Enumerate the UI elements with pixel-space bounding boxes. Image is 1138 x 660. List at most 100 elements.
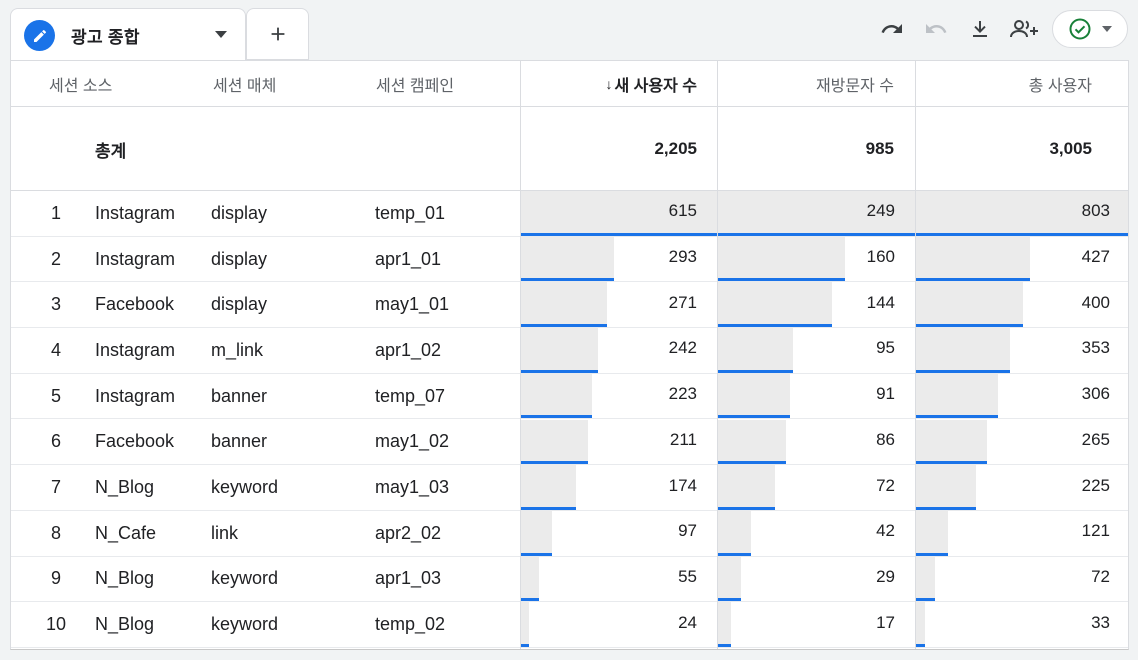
bar-fill bbox=[718, 465, 775, 510]
header-session-medium[interactable]: 세션 매체 bbox=[213, 78, 277, 95]
status-dropdown[interactable] bbox=[1052, 10, 1128, 48]
header-session-campaign[interactable]: 세션 캠페인 bbox=[376, 78, 455, 95]
bar-fill bbox=[718, 236, 845, 282]
totals-label: 총계 bbox=[95, 141, 127, 161]
chevron-down-icon[interactable] bbox=[215, 31, 227, 38]
bar-fill bbox=[916, 465, 976, 510]
row-index: 1 bbox=[50, 202, 61, 223]
report-tab[interactable]: 광고 종합 bbox=[10, 8, 246, 62]
table-row[interactable]: 2 Instagram display apr1_01 293 160 427 bbox=[11, 236, 1128, 283]
cell-total-users: 306 bbox=[916, 373, 1128, 419]
redo-button[interactable] bbox=[914, 9, 958, 49]
edit-pencil-icon[interactable] bbox=[24, 20, 55, 51]
value-text: 144 bbox=[866, 292, 895, 312]
cell-new-users: 211 bbox=[521, 419, 717, 465]
cell-total-users: 353 bbox=[916, 328, 1128, 373]
share-user-icon bbox=[1010, 20, 1038, 38]
cell-returning: 91 bbox=[718, 373, 915, 419]
bar-underline bbox=[916, 643, 925, 647]
row-index: 8 bbox=[50, 522, 61, 543]
download-button[interactable] bbox=[958, 9, 1002, 49]
total-total-users: 3,005 bbox=[1049, 139, 1092, 158]
data-table: 세션 소스 세션 매체 세션 캠페인 ↓ 새 사용자 수 재방문자 수 총 사용… bbox=[10, 60, 1129, 650]
chevron-down-icon bbox=[1102, 26, 1112, 32]
bar-fill bbox=[521, 602, 529, 647]
column-divider bbox=[915, 61, 916, 649]
table-row[interactable]: 10 N_Blog keyword temp_02 24 17 33 bbox=[11, 602, 1128, 648]
total-returning-users: 985 bbox=[865, 139, 894, 158]
table-row[interactable]: 1 Instagram display temp_01 615 249 803 bbox=[11, 191, 1128, 237]
cell-session-source: Instagram bbox=[95, 339, 176, 360]
bar-underline bbox=[916, 506, 976, 510]
cell-returning: 160 bbox=[718, 236, 915, 282]
bar-fill bbox=[521, 556, 539, 602]
cell-session-medium: display bbox=[211, 248, 268, 269]
bar-underline bbox=[521, 415, 593, 419]
bar-underline bbox=[916, 232, 1128, 236]
value-text: 249 bbox=[866, 201, 895, 221]
table-row[interactable]: 7 N_Blog keyword may1_03 174 72 225 bbox=[11, 465, 1128, 511]
bar-fill bbox=[521, 282, 608, 328]
cell-session-source: Facebook bbox=[95, 431, 175, 452]
header-returning-users[interactable]: 재방문자 수 bbox=[815, 78, 894, 95]
undo-button[interactable] bbox=[870, 9, 914, 49]
cell-session-campaign: apr2_02 bbox=[375, 522, 442, 543]
table-row[interactable]: 8 N_Cafe link apr2_02 97 42 121 bbox=[11, 510, 1128, 557]
header-new-users-label: 새 사용자 수 bbox=[614, 78, 698, 95]
value-text: 174 bbox=[668, 475, 697, 495]
table-row[interactable]: 6 Facebook banner may1_02 211 86 265 bbox=[11, 419, 1128, 466]
value-text: 95 bbox=[876, 338, 895, 358]
cell-session-source: Instagram bbox=[95, 202, 176, 223]
bar-fill bbox=[916, 373, 998, 419]
value-text: 72 bbox=[876, 475, 895, 495]
bar-fill bbox=[521, 465, 577, 510]
bar-fill bbox=[718, 556, 741, 602]
share-button[interactable] bbox=[1002, 9, 1046, 49]
toolbar bbox=[870, 8, 1128, 50]
cell-session-medium: m_link bbox=[211, 339, 264, 360]
bar-fill bbox=[916, 191, 1128, 236]
table-row[interactable]: 4 Instagram m_link apr1_02 242 95 353 bbox=[11, 328, 1128, 374]
bar-underline bbox=[916, 324, 1023, 328]
cell-total-users: 400 bbox=[916, 282, 1128, 328]
add-tab-button[interactable] bbox=[246, 8, 309, 60]
cell-returning: 17 bbox=[718, 602, 915, 647]
bar-underline bbox=[718, 324, 832, 328]
header-total-users[interactable]: 총 사용자 bbox=[1028, 78, 1092, 95]
bar-underline bbox=[916, 278, 1030, 282]
header-new-users[interactable]: ↓ 새 사용자 수 bbox=[521, 61, 698, 107]
value-text: 223 bbox=[668, 384, 697, 404]
table-row[interactable]: 3 Facebook display may1_01 271 144 400 bbox=[11, 282, 1128, 329]
cell-session-campaign: may1_01 bbox=[375, 294, 450, 315]
bar-fill bbox=[521, 373, 593, 419]
cell-session-medium: banner bbox=[211, 385, 268, 406]
bar-fill bbox=[718, 419, 787, 465]
bar-underline bbox=[916, 598, 936, 602]
cell-returning: 86 bbox=[718, 419, 915, 465]
table-row[interactable]: 9 N_Blog keyword apr1_03 55 29 72 bbox=[11, 556, 1128, 603]
bar-underline bbox=[521, 506, 577, 510]
header-session-source[interactable]: 세션 소스 bbox=[49, 78, 113, 95]
value-text: 97 bbox=[678, 521, 697, 541]
bar-fill bbox=[718, 191, 915, 236]
value-text: 242 bbox=[668, 338, 697, 358]
cell-session-campaign: temp_07 bbox=[375, 385, 446, 406]
row-index: 7 bbox=[50, 477, 61, 498]
value-text: 306 bbox=[1081, 384, 1110, 404]
sort-down-arrow-icon: ↓ bbox=[605, 76, 613, 92]
cell-total-users: 33 bbox=[916, 602, 1128, 647]
value-text: 160 bbox=[866, 247, 895, 267]
bar-underline bbox=[718, 278, 845, 282]
row-index: 10 bbox=[45, 614, 67, 635]
bar-underline bbox=[916, 461, 987, 465]
cell-session-source: N_Blog bbox=[95, 614, 155, 635]
bar-underline bbox=[521, 461, 589, 465]
check-circle-icon bbox=[1069, 18, 1091, 40]
bar-fill bbox=[916, 556, 936, 602]
value-text: 86 bbox=[876, 429, 895, 449]
cell-session-medium: keyword bbox=[211, 568, 279, 589]
table-row[interactable]: 5 Instagram banner temp_07 223 91 306 bbox=[11, 373, 1128, 420]
bar-fill bbox=[521, 328, 599, 373]
cell-session-campaign: may1_03 bbox=[375, 477, 450, 498]
bar-underline bbox=[916, 415, 998, 419]
